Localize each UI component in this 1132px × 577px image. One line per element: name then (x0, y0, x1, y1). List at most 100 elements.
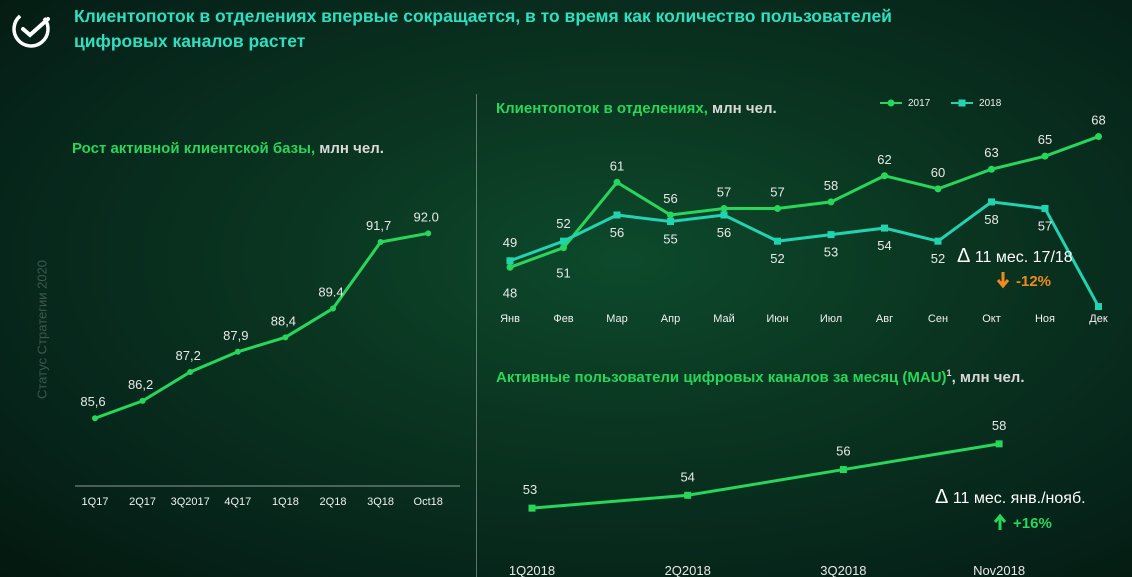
data-label: 54 (680, 469, 694, 484)
delta-symbol-icon: Δ (957, 245, 971, 267)
branch-traffic-chart: 48 49 51 52 61 56 56 55 57 56 57 52 58 53 62 54 60 52 63 58… (500, 113, 1108, 325)
x-tick-label: 3Q18 (367, 496, 394, 508)
data-label-2018: 52 (931, 251, 945, 266)
left-chart-title-accent: Рост активной клиентской базы, (72, 140, 316, 157)
data-point (139, 397, 146, 404)
data-point (282, 334, 289, 341)
x-tick-label: 4Q17 (224, 496, 251, 508)
mau-title-unit: , млн чел. (951, 369, 1025, 386)
data-point (684, 491, 692, 499)
x-tick-label: Апр (661, 313, 680, 325)
x-tick-label: Сен (928, 313, 948, 325)
data-point (187, 369, 194, 375)
arrow-down-icon (996, 272, 1010, 289)
data-label-2017: 57 (717, 184, 731, 199)
x-tick-label: 3Q2017 (171, 496, 210, 508)
data-label: 85,6 (80, 394, 105, 409)
data-label-2018: 54 (877, 238, 891, 253)
data-label-2018: 49 (503, 235, 517, 250)
branch-traffic-chart-title: Клиентопоток в отделениях, млн чел. (496, 96, 856, 121)
left-chart-title-unit: млн чел. (315, 140, 384, 157)
data-point-2018 (1041, 204, 1049, 212)
data-label-2017: 58 (824, 178, 838, 193)
x-tick-label: Дек (1089, 313, 1108, 325)
data-label: 56 (836, 444, 850, 459)
data-label: 53 (523, 482, 537, 497)
branch-traffic-title-accent: Клиентопоток в отделениях, (496, 100, 708, 117)
x-tick-label: Nov2018 (973, 563, 1025, 577)
branch-delta-value: -12% (1016, 273, 1052, 290)
x-tick-label: 1Q2018 (509, 563, 555, 577)
data-point-2018 (988, 198, 995, 206)
side-caption: Статус Стратегии 2020 (34, 259, 50, 400)
x-tick-label: 1Q18 (272, 496, 299, 508)
data-point-2017 (667, 211, 674, 219)
mau-title-accent: Активные пользователи цифровых каналов з… (496, 369, 947, 386)
data-point (839, 466, 847, 474)
data-point-2018 (613, 211, 621, 219)
data-label-2018: 57 (1038, 218, 1052, 233)
branch-delta-change: -12% (996, 271, 1051, 290)
x-tick-label: Июл (820, 313, 842, 325)
branch-traffic-legend: 2017 2018 (880, 98, 1019, 109)
mau-delta-label: Δ 11 мес. янв./нояб. (935, 486, 1086, 509)
data-label-2018: 55 (663, 232, 677, 247)
x-tick-label: Oct18 (414, 496, 443, 508)
data-label: 88,4 (271, 313, 296, 328)
data-point (92, 415, 98, 422)
x-tick-label: 2Q18 (320, 496, 347, 508)
legend-label-2017: 2017 (908, 98, 931, 109)
data-point-2017 (881, 172, 888, 180)
legend-item-2017: 2017 (880, 98, 933, 109)
series-line-2017 (509, 135, 1100, 269)
data-label-2017: 62 (877, 152, 891, 167)
data-label-2018: 56 (717, 225, 731, 240)
data-label-2017: 51 (556, 266, 570, 281)
data-point (995, 440, 1003, 448)
data-point (330, 305, 336, 312)
data-label: 91,7 (366, 218, 391, 233)
data-point-2017 (1041, 152, 1049, 160)
data-label-2017: 57 (770, 184, 784, 199)
x-tick-label: Июн (766, 313, 788, 325)
data-point-2018 (881, 224, 888, 232)
x-tick-label: 1Q17 (82, 496, 109, 508)
data-label: 92.0 (414, 209, 439, 224)
mau-chart-title: Активные пользователи цифровых каналов з… (496, 361, 1066, 390)
branch-traffic-title-unit: млн чел. (707, 100, 777, 117)
data-point (528, 504, 536, 512)
data-point (425, 230, 432, 237)
data-point-2017 (774, 204, 781, 212)
data-label-2017: 56 (663, 191, 677, 206)
data-label-2017: 63 (984, 145, 998, 160)
page-title: Клиентопоток в отделениях впервые сокращ… (74, 6, 892, 51)
data-label: 87,2 (176, 348, 201, 363)
data-point-2017 (560, 244, 567, 252)
data-label-2017: 60 (931, 165, 945, 180)
client-base-line (94, 231, 429, 420)
delta-symbol-icon: Δ (935, 486, 949, 508)
x-tick-label: Ноя (1035, 313, 1055, 325)
legend-marker-2018-icon (951, 99, 974, 107)
mau-delta-text: 11 мес. янв./нояб. (952, 490, 1086, 507)
data-point-2017 (1095, 133, 1102, 141)
data-point-2018 (774, 237, 781, 245)
x-tick-label: Авг (876, 313, 893, 325)
mau-title-footnote: 1 (946, 368, 952, 378)
mau-delta-change: +16% (993, 513, 1052, 532)
x-tick-label: Май (713, 313, 735, 325)
data-point-2017 (988, 165, 995, 173)
data-point-2018 (506, 257, 514, 265)
x-tick-label: Мар (606, 313, 628, 325)
mau-line (531, 442, 1000, 510)
branch-delta-label: Δ 11 мес. 17/18 (957, 245, 1073, 268)
data-point (377, 239, 384, 245)
data-point-2017 (506, 263, 514, 271)
data-point-2017 (720, 204, 728, 212)
series-line-2018 (509, 200, 1100, 308)
data-label-2018: 52 (770, 251, 784, 266)
x-tick-label: 3Q2018 (820, 563, 866, 577)
data-point-2017 (613, 178, 621, 186)
x-tick-label: Фев (553, 313, 573, 325)
data-point (234, 348, 241, 355)
